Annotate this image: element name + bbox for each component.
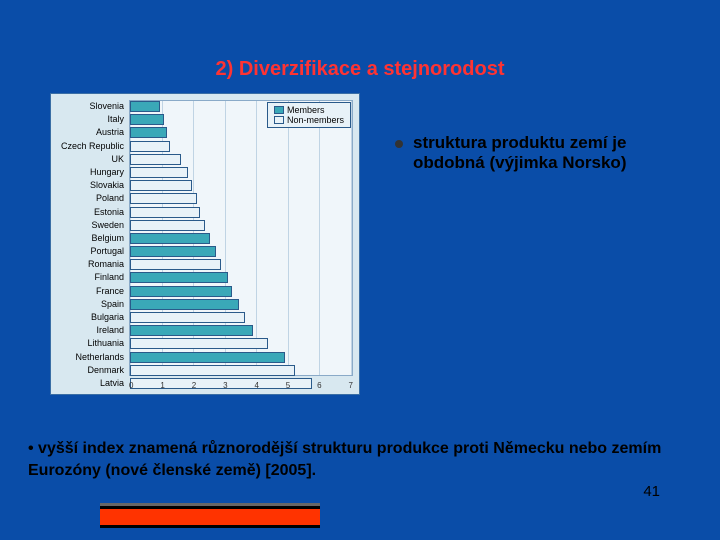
bar — [130, 180, 192, 191]
x-tick: 2 — [192, 381, 196, 390]
country-label: Estonia — [53, 206, 127, 219]
country-label: Austria — [53, 126, 127, 139]
chart-legend: Members Non-members — [267, 102, 351, 128]
legend-nonmembers-label: Non-members — [287, 115, 344, 125]
bar — [130, 272, 228, 283]
chart-panel: SloveniaItalyAustriaCzech RepublicUKHung… — [50, 93, 360, 395]
bar — [130, 299, 239, 310]
country-label: Slovakia — [53, 179, 127, 192]
x-tick: 1 — [160, 381, 164, 390]
bar — [130, 338, 268, 349]
country-label: Slovenia — [53, 100, 127, 113]
country-label: Netherlands — [53, 351, 127, 364]
country-label: Italy — [53, 113, 127, 126]
country-label: UK — [53, 153, 127, 166]
right-bullet-text: struktura produktu zemí je obdobná (výji… — [413, 133, 685, 173]
bar — [130, 246, 216, 257]
bar — [130, 207, 200, 218]
bar — [130, 352, 285, 363]
bar — [130, 325, 253, 336]
footer-decoration — [100, 506, 320, 528]
bar — [130, 127, 167, 138]
legend-nonmembers: Non-members — [274, 115, 344, 125]
legend-members: Members — [274, 105, 344, 115]
bar — [130, 233, 210, 244]
country-label: Latvia — [53, 377, 127, 390]
bar — [130, 193, 197, 204]
bar — [130, 312, 245, 323]
x-tick: 0 — [129, 381, 133, 390]
country-label: Denmark — [53, 364, 127, 377]
legend-swatch-members — [274, 106, 284, 114]
chart-bars — [130, 101, 312, 391]
legend-members-label: Members — [287, 105, 325, 115]
bullet-icon — [395, 140, 403, 148]
bar — [130, 101, 160, 112]
country-label: Portugal — [53, 245, 127, 258]
chart-x-axis: 0 1 2 3 4 5 6 7 — [129, 381, 353, 390]
legend-swatch-nonmembers — [274, 116, 284, 124]
bar — [130, 141, 170, 152]
x-tick: 4 — [254, 381, 258, 390]
page-number: 41 — [643, 483, 660, 500]
bar — [130, 114, 164, 125]
country-label: France — [53, 285, 127, 298]
bar — [130, 365, 295, 376]
country-label: Ireland — [53, 324, 127, 337]
country-label: Sweden — [53, 219, 127, 232]
country-label: Spain — [53, 298, 127, 311]
country-label: Czech Republic — [53, 140, 127, 153]
country-label: Romania — [53, 258, 127, 271]
right-bullet: struktura produktu zemí je obdobná (výji… — [395, 133, 685, 173]
country-label: Lithuania — [53, 337, 127, 350]
slide-title: 2) Diverzifikace a stejnorodost — [0, 0, 720, 93]
footnote: • vyšší index znamená různorodější struk… — [28, 438, 690, 481]
country-label: Bulgaria — [53, 311, 127, 324]
bar — [130, 259, 221, 270]
content-row: SloveniaItalyAustriaCzech RepublicUKHung… — [0, 93, 720, 395]
bar — [130, 286, 232, 297]
country-label: Hungary — [53, 166, 127, 179]
x-tick: 6 — [317, 381, 321, 390]
country-label: Poland — [53, 192, 127, 205]
bar — [130, 167, 188, 178]
chart-y-labels: SloveniaItalyAustriaCzech RepublicUKHung… — [53, 100, 127, 390]
bar — [130, 220, 205, 231]
country-label: Belgium — [53, 232, 127, 245]
bar — [130, 154, 181, 165]
country-label: Finland — [53, 271, 127, 284]
x-tick: 5 — [286, 381, 290, 390]
x-tick: 3 — [223, 381, 227, 390]
x-tick: 7 — [349, 381, 353, 390]
